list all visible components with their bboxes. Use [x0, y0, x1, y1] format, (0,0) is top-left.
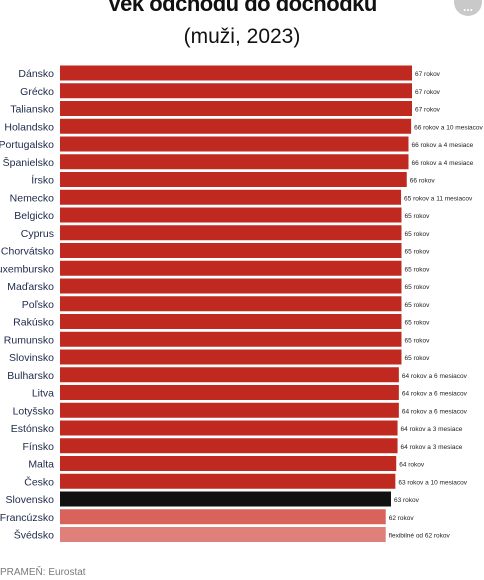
- value-label: 65 rokov: [404, 231, 430, 238]
- bar: [60, 243, 402, 258]
- value-label: 63 rokov a 10 mesiacov: [398, 479, 467, 486]
- category-label: Holandsko: [4, 121, 54, 133]
- category-label: Rumunsko: [4, 334, 54, 346]
- value-label: 67 rokov: [415, 71, 441, 78]
- value-label: 64 rokov: [399, 462, 425, 469]
- category-label: Malta: [28, 459, 54, 471]
- bar: [60, 314, 402, 329]
- bar-chart: Dánsko 67 rokov Grécko 67 rokov Taliansko 67 …: [0, 65, 484, 542]
- bar: [60, 420, 398, 436]
- value-label: 67 rokov: [415, 107, 441, 114]
- category-label: Portugalsko: [0, 139, 54, 151]
- category-label: Maďarsko: [7, 281, 54, 293]
- bar: [60, 207, 402, 223]
- value-label: 66 rokov a 10 mesiacov: [414, 124, 483, 131]
- category-label: Slovensko: [6, 494, 55, 506]
- value-label: 66 rokov a 4 mesiace: [411, 142, 473, 149]
- value-label: 66 rokov: [410, 178, 436, 185]
- value-label: 62 rokov: [389, 515, 415, 522]
- category-label: Dánsko: [18, 68, 54, 80]
- bar: [60, 189, 402, 205]
- bar: [60, 154, 409, 170]
- category-label: Litva: [32, 388, 54, 400]
- category-label: Cyprus: [21, 228, 54, 240]
- bar: [60, 367, 399, 383]
- value-label: 65 rokov: [404, 266, 430, 273]
- bar: [60, 278, 402, 294]
- bar: [60, 65, 412, 81]
- chart-subtitle: (muži, 2023): [183, 25, 301, 48]
- value-label: 65 rokov: [404, 213, 430, 220]
- value-label: 65 rokov: [404, 249, 430, 256]
- bar: [60, 349, 402, 365]
- value-label: 65 rokov: [404, 337, 430, 344]
- value-label: 65 rokov: [404, 302, 430, 309]
- category-label: Chorvátsko: [1, 246, 54, 258]
- value-label: 64 rokov a 3 mesiace: [401, 426, 463, 433]
- category-label: Nemecko: [10, 192, 55, 204]
- category-label: Španielsko: [3, 156, 55, 169]
- bar: [60, 172, 407, 187]
- category-label: Fínsko: [22, 441, 54, 453]
- value-label: 65 rokov: [404, 284, 430, 291]
- category-label: Česko: [24, 475, 54, 488]
- category-label: Francúzsko: [0, 512, 54, 524]
- category-label: Estónsko: [11, 423, 54, 435]
- bar: [60, 385, 399, 400]
- chart-title: Vek odchodu do dôchodku: [107, 0, 377, 16]
- category-label: Bulharsko: [7, 370, 54, 382]
- bar: [60, 473, 396, 489]
- bar: [60, 136, 409, 152]
- bar: [60, 260, 402, 276]
- bar: [60, 83, 412, 99]
- value-label: 66 rokov a 4 mesiace: [411, 160, 473, 167]
- bar: [60, 118, 412, 134]
- value-label: 63 rokov: [394, 497, 420, 504]
- bar: [60, 527, 386, 542]
- value-label: 64 rokov a 3 mesiace: [401, 444, 463, 451]
- bar: [60, 438, 398, 454]
- more-options-button[interactable]: ...: [454, 0, 482, 16]
- value-label: 65 rokov a 11 mesiacov: [404, 195, 473, 202]
- category-label: Belgicko: [14, 210, 54, 222]
- category-label: Taliansko: [10, 104, 54, 116]
- bar: [60, 402, 399, 418]
- source-note: PRAMEŇ: Eurostat: [0, 567, 86, 578]
- bar: [60, 509, 386, 525]
- value-label: 64 rokov a 6 mesiacov: [402, 373, 468, 380]
- value-label: 64 rokov a 6 mesiacov: [402, 391, 468, 398]
- value-label: 64 rokov a 6 mesiacov: [402, 408, 468, 415]
- value-label: 65 rokov: [404, 320, 430, 327]
- bar: [60, 456, 397, 471]
- category-label: Poľsko: [22, 299, 54, 311]
- bar: [60, 491, 391, 507]
- category-label: Rakúsko: [13, 317, 54, 329]
- category-label: Luxembursko: [0, 263, 54, 275]
- bar: [60, 331, 402, 347]
- value-label: 65 rokov: [404, 355, 430, 362]
- category-label: Lotyšsko: [13, 405, 55, 417]
- bar: [60, 296, 402, 312]
- category-label: Grécko: [20, 86, 54, 98]
- bar: [60, 101, 412, 116]
- bar: [60, 225, 402, 241]
- value-label: flexibilné od 62 rokov: [389, 533, 451, 540]
- value-label: 67 rokov: [415, 89, 441, 96]
- category-label: Švédsko: [14, 529, 54, 542]
- category-label: Írsko: [31, 174, 54, 187]
- category-label: Slovinsko: [9, 352, 54, 364]
